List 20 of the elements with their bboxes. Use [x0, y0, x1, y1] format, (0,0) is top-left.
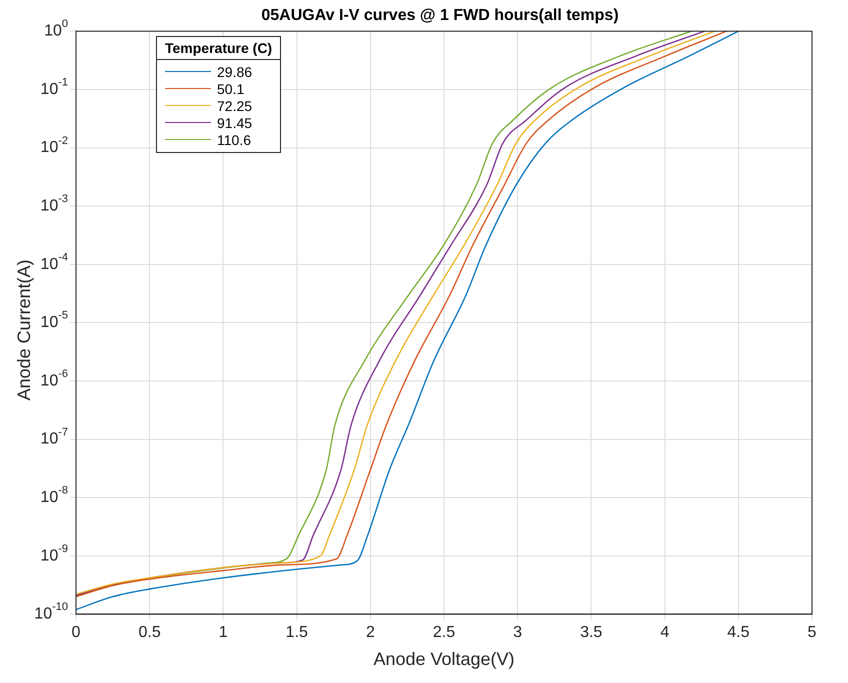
- x-tick-label: 4: [660, 624, 670, 642]
- x-tick-label: 3: [513, 624, 522, 642]
- y-axis-title: Anode Current(A): [14, 259, 35, 401]
- x-tick-label: 1.5: [286, 624, 308, 642]
- legend-label: 29.86: [217, 64, 252, 80]
- legend-label: 50.1: [217, 80, 244, 97]
- x-tick-label: 0.5: [138, 624, 161, 642]
- x-tick-label: 2.5: [432, 624, 456, 642]
- chart-title: 05AUGAv I-V curves @ 1 FWD hours(all temps): [261, 7, 619, 24]
- legend-label: 91.45: [217, 114, 252, 131]
- x-axis-title: Anode Voltage(V): [373, 649, 515, 670]
- x-tick-label: 4.5: [727, 624, 750, 642]
- x-tick-label: 0: [72, 624, 81, 642]
- legend-label: 72.25: [217, 98, 252, 114]
- x-tick-label: 1: [218, 624, 228, 642]
- legend-title: Temperature (C): [157, 37, 280, 60]
- x-tick-label: 2: [366, 624, 375, 642]
- x-tick-label: 5: [808, 624, 817, 642]
- x-tick-label: 3.5: [580, 624, 602, 642]
- legend-label: 110.6: [217, 132, 251, 148]
